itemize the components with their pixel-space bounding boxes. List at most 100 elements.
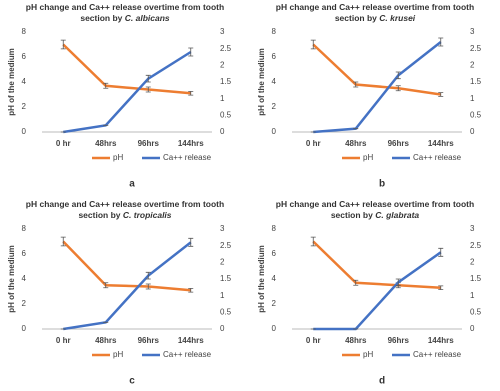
- y2-tick-label: 1: [470, 291, 475, 300]
- series-line: [313, 251, 442, 331]
- y-axis-label: pH of the medium: [257, 48, 266, 116]
- error-bar: [60, 39, 66, 50]
- y-tick-label: 8: [272, 224, 277, 233]
- error-bar: [353, 81, 359, 88]
- error-bar: [188, 237, 194, 247]
- y-tick-label: 0: [22, 127, 27, 136]
- y-tick-label: 0: [22, 324, 27, 333]
- y2-tick-label: 2: [220, 257, 225, 266]
- y-tick-label: 6: [22, 52, 27, 61]
- legend-label: pH: [113, 153, 123, 162]
- y2-tick-label: 0: [220, 127, 225, 136]
- y-tick-label: 2: [272, 102, 277, 111]
- x-tick-label: 144hrs: [428, 139, 454, 148]
- y2-tick-label: 1: [470, 94, 475, 103]
- y-tick-label: 2: [272, 299, 277, 308]
- y2-tick-label: 0.5: [220, 110, 232, 119]
- y-tick-label: 4: [272, 274, 277, 283]
- chart-panel: pH change and Ca++ release overtime from…: [250, 0, 500, 194]
- y-tick-label: 8: [22, 224, 27, 233]
- y-tick-label: 0: [272, 324, 277, 333]
- legend-label: Ca++ release: [163, 153, 212, 162]
- organism: C. krusei: [379, 13, 416, 23]
- y2-tick-label: 3: [470, 27, 475, 36]
- error-bar: [188, 90, 194, 96]
- y-tick-label: 6: [22, 249, 27, 258]
- error-bar: [395, 85, 401, 92]
- y2-tick-label: 2.5: [470, 241, 482, 250]
- y2-tick-label: 2: [220, 60, 225, 69]
- y2-tick-label: 2.5: [470, 44, 482, 53]
- y2-tick-label: 3: [220, 224, 225, 233]
- y2-tick-label: 1: [220, 94, 225, 103]
- y2-tick-label: 1: [220, 291, 225, 300]
- y2-tick-label: 1.5: [470, 77, 482, 86]
- x-tick-label: 96hrs: [138, 336, 160, 345]
- y2-tick-label: 0: [470, 127, 475, 136]
- y-tick-label: 4: [22, 274, 27, 283]
- y-tick-label: 6: [272, 249, 277, 258]
- y2-tick-label: 0.5: [470, 307, 482, 316]
- series-line: [63, 241, 192, 331]
- legend-label: Ca++ release: [413, 153, 462, 162]
- series-line: [63, 50, 192, 134]
- chart: 0 2 4 6 8 0 0.5 1 1.5 2 2.5 3 pH of the medium 0 hr 48…: [7, 27, 232, 190]
- title-text: pH change and Ca++ release overtime from…: [25, 199, 225, 220]
- error-bar: [103, 282, 109, 289]
- series-line: [62, 43, 191, 95]
- error-bar: [438, 37, 444, 47]
- x-tick-label: 96hrs: [388, 139, 410, 148]
- y-tick-label: 2: [22, 102, 27, 111]
- error-bar: [145, 271, 151, 280]
- chart-title: pH change and Ca++ release overtime from…: [270, 199, 480, 221]
- panel-label: b: [379, 179, 385, 190]
- series-line: [312, 240, 441, 289]
- y2-tick-label: 0.5: [220, 307, 232, 316]
- y-tick-label: 8: [22, 27, 27, 36]
- panel-label: a: [129, 179, 135, 190]
- y-axis-label: pH of the medium: [257, 245, 266, 313]
- legend-label: pH: [363, 153, 373, 162]
- legend-label: Ca++ release: [413, 350, 462, 359]
- y-tick-label: 4: [272, 77, 277, 86]
- panel-label: d: [379, 376, 385, 387]
- y2-tick-label: 2: [470, 60, 475, 69]
- y-tick-label: 4: [22, 77, 27, 86]
- y2-tick-label: 3: [220, 27, 225, 36]
- x-tick-label: 48hrs: [345, 336, 367, 345]
- title-text: pH change and Ca++ release overtime from…: [25, 2, 225, 23]
- error-bar: [60, 236, 66, 247]
- series-line: [312, 43, 441, 96]
- x-tick-label: 0 hr: [306, 336, 321, 345]
- y2-tick-label: 3: [470, 224, 475, 233]
- organism: C. glabrata: [375, 210, 420, 220]
- x-tick-label: 0 hr: [56, 139, 71, 148]
- error-bar: [438, 247, 444, 257]
- series-line: [313, 41, 442, 134]
- legend-label: pH: [113, 350, 123, 359]
- x-tick-label: 48hrs: [95, 139, 117, 148]
- x-tick-label: 144hrs: [178, 336, 204, 345]
- title-text: pH change and Ca++ release overtime from…: [275, 199, 475, 220]
- error-bar: [145, 283, 151, 290]
- x-tick-label: 144hrs: [178, 139, 204, 148]
- x-tick-label: 48hrs: [345, 139, 367, 148]
- error-bar: [188, 47, 194, 57]
- x-tick-label: 144hrs: [428, 336, 454, 345]
- y2-tick-label: 2.5: [220, 241, 232, 250]
- error-bar: [145, 74, 151, 83]
- legend-label: Ca++ release: [163, 350, 212, 359]
- x-tick-label: 96hrs: [138, 139, 160, 148]
- panel-label: c: [129, 376, 135, 387]
- y-tick-label: 0: [272, 127, 277, 136]
- error-bar: [310, 39, 316, 50]
- y2-tick-label: 1.5: [470, 274, 482, 283]
- y2-tick-label: 0.5: [470, 110, 482, 119]
- chart-title: pH change and Ca++ release overtime from…: [270, 2, 480, 24]
- chart: 0 2 4 6 8 0 0.5 1 1.5 2 2.5 3 pH of the medium 0 hr 48…: [257, 27, 482, 190]
- title-text: pH change and Ca++ release overtime from…: [275, 2, 475, 23]
- y2-tick-label: 1.5: [220, 274, 232, 283]
- error-bar: [353, 279, 359, 286]
- chart-panel: pH change and Ca++ release overtime from…: [250, 197, 500, 391]
